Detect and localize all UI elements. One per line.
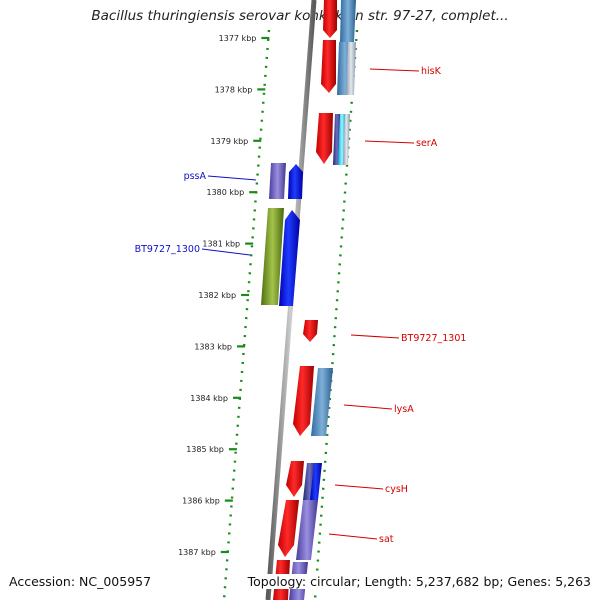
gene-label-BT9727_1300: BT9727_1300	[135, 244, 200, 255]
scale-tick-label: 1385 kbp	[186, 445, 224, 454]
gene-lysA-cog	[311, 368, 333, 436]
gene-labels: hisK serA pssA BT9727_1300 BT9727_1301 l…	[135, 66, 467, 545]
gene-label-serA: serA	[416, 138, 438, 149]
gene-sat	[278, 500, 299, 557]
topology-label: Topology: circular; Length: 5,237,682 bp…	[243, 574, 591, 589]
gene-cysH-cog-b	[310, 463, 322, 500]
gene-BT9727_1301	[303, 320, 318, 342]
gene-features	[261, 0, 356, 600]
inner-dotted-guide	[222, 29, 271, 600]
gene-sat-cog	[296, 500, 318, 560]
gene-label-BT9727_1301: BT9727_1301	[401, 333, 466, 344]
scale-tick-label: 1380 kbp	[206, 188, 244, 197]
gene-label-hisK: hisK	[421, 66, 442, 77]
gene-BT9727_1300-cog	[261, 208, 284, 305]
scale-tick-label: 1384 kbp	[190, 394, 228, 403]
leader-pssA	[207, 175, 257, 181]
scale-tick-label: 1378 kbp	[215, 85, 253, 94]
leader-hisK	[369, 68, 420, 72]
scale-tick-label: 1387 kbp	[178, 548, 216, 557]
gene-pssA-cog	[269, 163, 286, 199]
leader-sat	[328, 533, 378, 540]
gene-hisK-cog-b	[346, 42, 356, 95]
gene-label-sat: sat	[379, 534, 394, 545]
accession-label: Accession: NC_005957	[9, 574, 156, 589]
scale-ticks: 1377 kbp 1378 kbp 1379 kbp 1380 kbp 1381 kbp…	[178, 34, 270, 557]
scale-tick-label: 1377 kbp	[219, 34, 257, 43]
scale-tick-label: 1386 kbp	[182, 497, 220, 506]
leader-BT9727_1301	[350, 334, 400, 339]
scale-tick-label: 1383 kbp	[194, 342, 232, 351]
scale-tick-label: 1379 kbp	[211, 137, 249, 146]
gene-pssA	[288, 164, 303, 199]
gene-hisK-cog-upstream	[340, 0, 356, 42]
leader-serA	[364, 140, 415, 144]
gene-cysH	[286, 461, 304, 497]
map-title: Bacillus thuringiensis serovar konkukian…	[91, 8, 509, 24]
gene-BT9727_1300	[279, 210, 300, 306]
leader-BT9727_1300	[201, 248, 251, 256]
gene-hisK	[321, 40, 336, 93]
scale-tick-label: 1381 kbp	[202, 240, 240, 249]
gene-label-lines	[201, 68, 420, 540]
gene-label-pssA: pssA	[184, 171, 207, 182]
leader-lysA	[343, 404, 393, 410]
leader-cysH	[334, 484, 384, 490]
gene-label-cysH: cysH	[385, 484, 408, 495]
gene-serA	[316, 113, 333, 164]
gene-hisK-upstream	[323, 0, 337, 38]
scale-tick-label: 1382 kbp	[198, 291, 236, 300]
gene-lysA	[293, 366, 314, 436]
gene-label-lysA: lysA	[394, 404, 414, 415]
gene-serA-cog-c	[343, 114, 350, 165]
